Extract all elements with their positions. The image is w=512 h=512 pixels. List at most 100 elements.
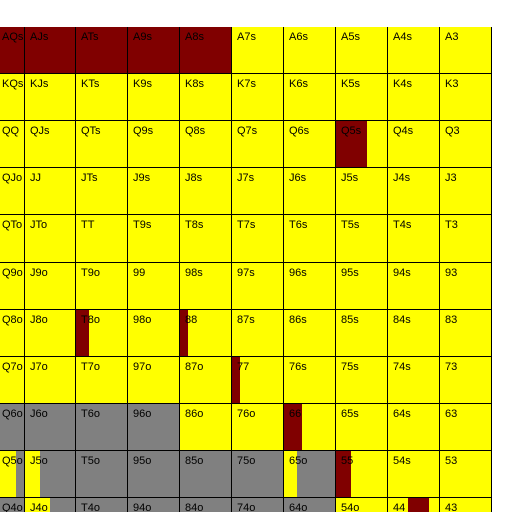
range-cell-j8s[interactable]: J8s <box>180 168 232 215</box>
range-cell-q4o[interactable]: Q4o <box>0 498 25 512</box>
range-cell-55[interactable]: 55 <box>336 451 388 498</box>
range-cell-t8s[interactable]: T8s <box>180 215 232 263</box>
range-cell-t8o[interactable]: T8o <box>76 310 128 357</box>
range-cell-86o[interactable]: 86o <box>180 404 232 451</box>
range-cell-kts[interactable]: KTs <box>76 74 128 121</box>
range-cell-k8s[interactable]: K8s <box>180 74 232 121</box>
range-cell-54o[interactable]: 54o <box>336 498 388 512</box>
range-cell-q5s[interactable]: Q5s <box>336 121 388 168</box>
range-cell-83[interactable]: 83 <box>440 310 492 357</box>
range-cell-q6o[interactable]: Q6o <box>0 404 25 451</box>
range-cell-98o[interactable]: 98o <box>128 310 180 357</box>
range-cell-k3[interactable]: K3 <box>440 74 492 121</box>
range-cell-84s[interactable]: 84s <box>388 310 440 357</box>
range-cell-85o[interactable]: 85o <box>180 451 232 498</box>
range-cell-64o[interactable]: 64o <box>284 498 336 512</box>
range-cell-aqs[interactable]: AQs <box>0 27 25 74</box>
range-cell-88[interactable]: 88 <box>180 310 232 357</box>
range-cell-a8s[interactable]: A8s <box>180 27 232 74</box>
range-cell-qjs[interactable]: QJs <box>25 121 76 168</box>
range-cell-q7s[interactable]: Q7s <box>232 121 284 168</box>
range-cell-86s[interactable]: 86s <box>284 310 336 357</box>
range-cell-64s[interactable]: 64s <box>388 404 440 451</box>
range-cell-74s[interactable]: 74s <box>388 357 440 404</box>
range-cell-54s[interactable]: 54s <box>388 451 440 498</box>
range-cell-94s[interactable]: 94s <box>388 263 440 310</box>
range-cell-a4s[interactable]: A4s <box>388 27 440 74</box>
range-cell-j8o[interactable]: J8o <box>25 310 76 357</box>
range-cell-t5s[interactable]: T5s <box>336 215 388 263</box>
range-cell-98s[interactable]: 98s <box>180 263 232 310</box>
range-cell-t5o[interactable]: T5o <box>76 451 128 498</box>
range-cell-99[interactable]: 99 <box>128 263 180 310</box>
range-cell-q3[interactable]: Q3 <box>440 121 492 168</box>
range-cell-t4s[interactable]: T4s <box>388 215 440 263</box>
range-cell-44[interactable]: 44 <box>388 498 440 512</box>
range-cell-q7o[interactable]: Q7o <box>0 357 25 404</box>
range-cell-k9s[interactable]: K9s <box>128 74 180 121</box>
range-cell-q4s[interactable]: Q4s <box>388 121 440 168</box>
range-cell-qjo[interactable]: QJo <box>0 168 25 215</box>
range-cell-77[interactable]: 77 <box>232 357 284 404</box>
range-cell-j5s[interactable]: J5s <box>336 168 388 215</box>
range-cell-j9o[interactable]: J9o <box>25 263 76 310</box>
range-cell-a5s[interactable]: A5s <box>336 27 388 74</box>
range-cell-43[interactable]: 43 <box>440 498 492 512</box>
range-cell-qq[interactable]: QQ <box>0 121 25 168</box>
range-cell-74o[interactable]: 74o <box>232 498 284 512</box>
range-cell-87s[interactable]: 87s <box>232 310 284 357</box>
range-cell-j6s[interactable]: J6s <box>284 168 336 215</box>
range-cell-t6s[interactable]: T6s <box>284 215 336 263</box>
range-cell-76o[interactable]: 76o <box>232 404 284 451</box>
range-cell-97s[interactable]: 97s <box>232 263 284 310</box>
range-cell-j5o[interactable]: J5o <box>25 451 76 498</box>
range-cell-q8s[interactable]: Q8s <box>180 121 232 168</box>
range-cell-65o[interactable]: 65o <box>284 451 336 498</box>
range-cell-94o[interactable]: 94o <box>128 498 180 512</box>
range-cell-j7s[interactable]: J7s <box>232 168 284 215</box>
range-cell-97o[interactable]: 97o <box>128 357 180 404</box>
range-cell-q9s[interactable]: Q9s <box>128 121 180 168</box>
range-cell-73[interactable]: 73 <box>440 357 492 404</box>
range-cell-jts[interactable]: JTs <box>76 168 128 215</box>
range-cell-t3[interactable]: T3 <box>440 215 492 263</box>
range-cell-a6s[interactable]: A6s <box>284 27 336 74</box>
range-cell-t7o[interactable]: T7o <box>76 357 128 404</box>
range-cell-75s[interactable]: 75s <box>336 357 388 404</box>
range-cell-k6s[interactable]: K6s <box>284 74 336 121</box>
range-cell-a9s[interactable]: A9s <box>128 27 180 74</box>
range-cell-t4o[interactable]: T4o <box>76 498 128 512</box>
range-cell-jto[interactable]: JTo <box>25 215 76 263</box>
range-cell-j7o[interactable]: J7o <box>25 357 76 404</box>
range-cell-t7s[interactable]: T7s <box>232 215 284 263</box>
range-cell-k4s[interactable]: K4s <box>388 74 440 121</box>
range-cell-a3[interactable]: A3 <box>440 27 492 74</box>
range-cell-96o[interactable]: 96o <box>128 404 180 451</box>
range-cell-q6s[interactable]: Q6s <box>284 121 336 168</box>
range-cell-j3[interactable]: J3 <box>440 168 492 215</box>
range-cell-k5s[interactable]: K5s <box>336 74 388 121</box>
range-cell-j4o[interactable]: J4o <box>25 498 76 512</box>
range-cell-q9o[interactable]: Q9o <box>0 263 25 310</box>
range-cell-kqs[interactable]: KQs <box>0 74 25 121</box>
range-cell-j9s[interactable]: J9s <box>128 168 180 215</box>
range-cell-66[interactable]: 66 <box>284 404 336 451</box>
range-cell-95s[interactable]: 95s <box>336 263 388 310</box>
range-cell-76s[interactable]: 76s <box>284 357 336 404</box>
range-cell-qto[interactable]: QTo <box>0 215 25 263</box>
range-cell-jj[interactable]: JJ <box>25 168 76 215</box>
range-cell-87o[interactable]: 87o <box>180 357 232 404</box>
range-cell-j6o[interactable]: J6o <box>25 404 76 451</box>
range-cell-ajs[interactable]: AJs <box>25 27 76 74</box>
range-cell-q8o[interactable]: Q8o <box>0 310 25 357</box>
range-cell-a7s[interactable]: A7s <box>232 27 284 74</box>
range-cell-t6o[interactable]: T6o <box>76 404 128 451</box>
range-cell-t9o[interactable]: T9o <box>76 263 128 310</box>
range-cell-63[interactable]: 63 <box>440 404 492 451</box>
range-cell-ats[interactable]: ATs <box>76 27 128 74</box>
range-cell-t9s[interactable]: T9s <box>128 215 180 263</box>
range-cell-tt[interactable]: TT <box>76 215 128 263</box>
range-cell-85s[interactable]: 85s <box>336 310 388 357</box>
range-cell-75o[interactable]: 75o <box>232 451 284 498</box>
range-cell-qts[interactable]: QTs <box>76 121 128 168</box>
